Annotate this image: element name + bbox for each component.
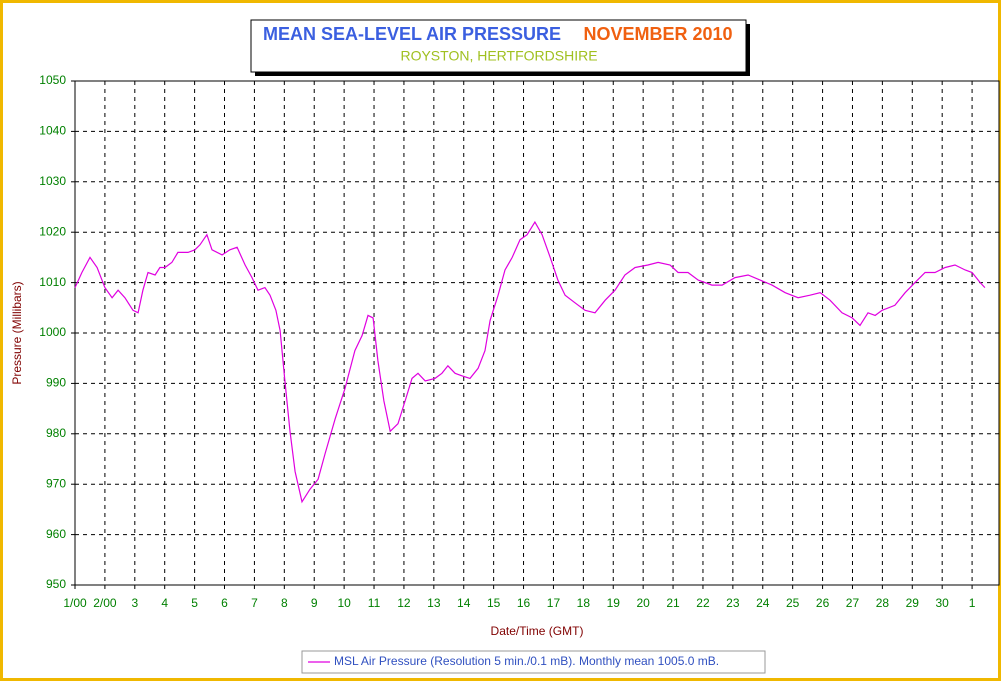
x-tick-label: 25 — [786, 596, 800, 610]
chart-title: MEAN SEA-LEVEL AIR PRESSURE — [263, 24, 561, 44]
x-tick-label: 20 — [636, 596, 650, 610]
x-tick-label: 17 — [547, 596, 561, 610]
x-tick-label: 1/00 — [63, 596, 87, 610]
x-tick-label: 3 — [131, 596, 138, 610]
x-tick-label: 19 — [607, 596, 621, 610]
x-tick-label: 1 — [969, 596, 976, 610]
y-axis-label: Pressure (Millibars) — [10, 281, 24, 384]
x-tick-label: 12 — [397, 596, 411, 610]
x-tick-label: 5 — [191, 596, 198, 610]
y-tick-label: 1050 — [39, 73, 66, 87]
y-tick-label: 1010 — [39, 275, 66, 289]
x-tick-label: 28 — [876, 596, 890, 610]
x-tick-label: 10 — [337, 596, 351, 610]
y-tick-label: 980 — [46, 426, 66, 440]
x-tick-label: 21 — [666, 596, 680, 610]
x-tick-label: 7 — [251, 596, 258, 610]
y-tick-label: 990 — [46, 376, 66, 390]
y-tick-label: 1030 — [39, 174, 66, 188]
x-axis-label: Date/Time (GMT) — [491, 624, 584, 638]
x-tick-label: 15 — [487, 596, 501, 610]
x-tick-label: 29 — [906, 596, 920, 610]
chart-title-period: NOVEMBER 2010 — [583, 24, 732, 44]
x-tick-label: 23 — [726, 596, 740, 610]
x-tick-label: 4 — [161, 596, 168, 610]
y-tick-label: 1040 — [39, 124, 66, 138]
y-tick-label: 970 — [46, 476, 66, 490]
x-tick-label: 22 — [696, 596, 710, 610]
x-tick-label: 14 — [457, 596, 471, 610]
y-tick-label: 1000 — [39, 325, 66, 339]
x-tick-label: 13 — [427, 596, 441, 610]
x-tick-label: 8 — [281, 596, 288, 610]
title-box — [250, 19, 747, 73]
y-tick-label: 950 — [46, 577, 66, 591]
x-tick-label: 9 — [311, 596, 318, 610]
y-tick-label: 960 — [46, 527, 66, 541]
x-tick-label: 24 — [756, 596, 770, 610]
x-tick-label: 6 — [221, 596, 228, 610]
data-line — [74, 220, 986, 504]
legend-box — [301, 650, 766, 674]
x-tick-label: 2/00 — [93, 596, 117, 610]
legend-label: MSL Air Pressure (Resolution 5 min./0.1 … — [334, 654, 719, 668]
x-tick-label: 18 — [577, 596, 591, 610]
x-tick-label: 27 — [846, 596, 860, 610]
x-tick-label: 30 — [936, 596, 950, 610]
y-tick-label: 1020 — [39, 224, 66, 238]
x-tick-label: 26 — [816, 596, 830, 610]
x-tick-label: 11 — [368, 596, 381, 610]
chart-subtitle: ROYSTON, HERTFORDSHIRE — [400, 48, 597, 64]
x-tick-label: 16 — [517, 596, 531, 610]
